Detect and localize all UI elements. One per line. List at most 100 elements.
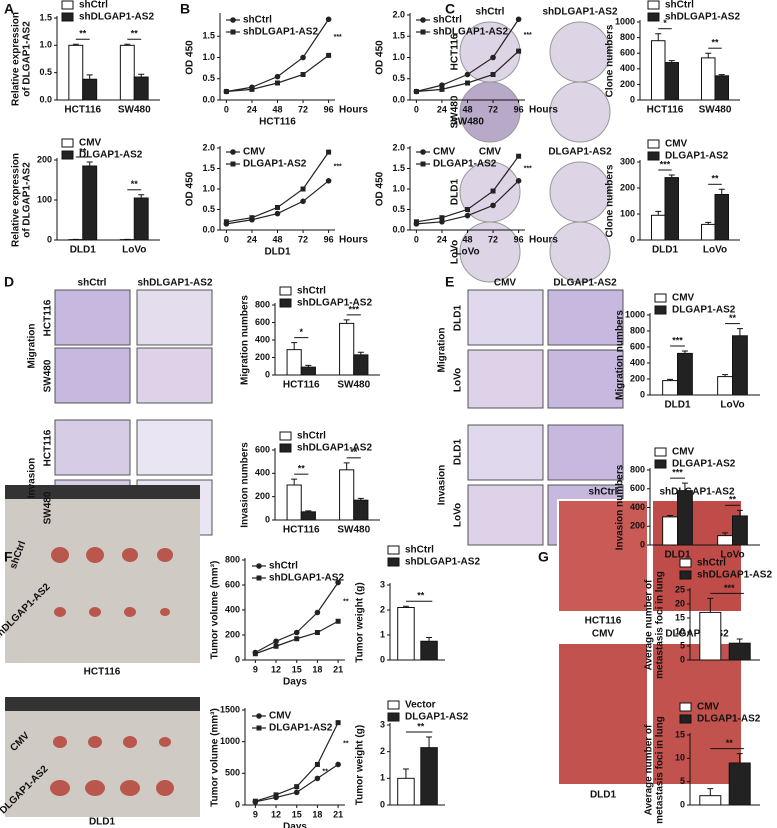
x-tick-label: DLD1	[664, 400, 691, 411]
legend-label: shDLGAP1-AS2	[697, 570, 772, 581]
image-label: shDLGAP1-AS2	[542, 7, 617, 18]
legend-label: shDLGAP1-AS2	[79, 12, 154, 23]
ruler	[5, 485, 200, 499]
image-label: DLGAP1-AS2	[548, 147, 612, 158]
legend-swatch	[679, 702, 692, 712]
marker	[314, 775, 321, 782]
y-tick-label: 0	[680, 654, 685, 664]
error-bar	[705, 52, 712, 58]
marker	[249, 215, 255, 221]
x-tick-label: 21	[333, 809, 343, 819]
marker	[516, 48, 522, 54]
marker	[314, 609, 321, 616]
marker	[515, 16, 522, 23]
y-tick-label: 0	[235, 654, 240, 664]
error-bar	[426, 637, 433, 642]
photo	[467, 349, 544, 409]
y-tick-label: 600	[255, 317, 270, 327]
bar	[728, 762, 751, 806]
x-axis-label: Hours	[339, 105, 368, 116]
error-bar	[722, 374, 729, 377]
photo	[54, 289, 131, 346]
legend-swatch	[61, 0, 74, 10]
significance: **	[79, 146, 87, 156]
legend-marker	[256, 725, 262, 731]
marker	[274, 210, 281, 217]
y-tick-label: 0	[680, 799, 685, 809]
legend-label: shCtrl	[269, 561, 298, 572]
y-tick-label: 1.0	[392, 52, 405, 62]
marker	[515, 178, 522, 184]
error-bar	[291, 478, 298, 485]
x-tick-label: 96	[514, 104, 524, 114]
y-tick-label: 1	[380, 773, 385, 783]
y-axis-label: Tumor volume (mm³)	[210, 561, 221, 660]
x-tick-label: DLD1	[70, 245, 97, 256]
x-tick-label: HCT116	[283, 380, 320, 391]
tumor	[156, 780, 174, 796]
marker	[335, 579, 341, 586]
bar	[677, 352, 693, 396]
marker	[275, 204, 280, 210]
error-bar	[736, 753, 743, 763]
y-axis-label: of DLGAP1-AS2	[22, 162, 33, 238]
dish	[459, 161, 521, 223]
significance: ***	[524, 32, 532, 39]
image-label: DLD1	[453, 305, 464, 332]
legend-swatch	[647, 12, 660, 22]
y-axis-label: metastasis foci in lung	[655, 716, 666, 824]
x-tick-label: 96	[324, 104, 334, 114]
series-line	[255, 582, 339, 654]
tumor	[88, 736, 102, 748]
bar	[353, 499, 369, 521]
image-label: CMV	[494, 278, 517, 289]
error-bar	[707, 788, 714, 796]
y-tick-label: 500	[225, 768, 240, 778]
legend-swatch	[679, 558, 692, 568]
x-tick-label: 72	[298, 104, 308, 114]
marker	[439, 82, 445, 88]
bar	[651, 40, 666, 101]
bar	[133, 76, 149, 101]
legend-label: shCtrl	[243, 15, 272, 26]
error-bar	[655, 210, 662, 216]
bar	[714, 194, 729, 241]
y-tick-label: 1000	[615, 16, 635, 26]
x-tick-label: 0	[414, 104, 419, 114]
y-tick-label: 600	[225, 579, 240, 589]
tumor	[122, 548, 138, 562]
bar	[133, 197, 149, 241]
y-tick-label: 1.5	[392, 163, 405, 173]
marker	[464, 71, 471, 78]
significance: ***	[724, 583, 735, 593]
tumor	[159, 737, 171, 747]
significance: **	[729, 313, 737, 323]
marker	[223, 219, 229, 225]
dish	[459, 221, 521, 283]
bar	[68, 44, 84, 101]
significance: **	[350, 447, 358, 457]
image-label: SW480	[43, 359, 54, 392]
bar	[662, 380, 679, 396]
marker	[464, 212, 471, 219]
image-label: HCT116	[43, 429, 54, 466]
panel-letter: A	[4, 1, 14, 17]
x-tick-label: 72	[298, 234, 308, 244]
series-line	[255, 722, 339, 802]
y-tick-label: 100	[620, 208, 635, 218]
significance: ***	[660, 159, 671, 169]
error-bar	[357, 351, 364, 355]
y-axis-label: Average number of	[644, 579, 655, 670]
image-label: CMV	[592, 629, 615, 640]
y-tick-label: 200	[255, 352, 270, 362]
image-label: shCtrl	[78, 278, 107, 289]
bar	[420, 640, 438, 661]
y-tick-label: 1.5	[39, 12, 52, 22]
image-label: Invasion	[27, 458, 38, 499]
photo	[136, 419, 213, 476]
significance: **	[417, 721, 425, 731]
legend-swatch	[679, 570, 692, 580]
legend-label: shCtrl	[433, 15, 462, 26]
y-axis-label: Tumor weight (g)	[355, 725, 366, 805]
y-tick-label: 400	[630, 502, 645, 512]
